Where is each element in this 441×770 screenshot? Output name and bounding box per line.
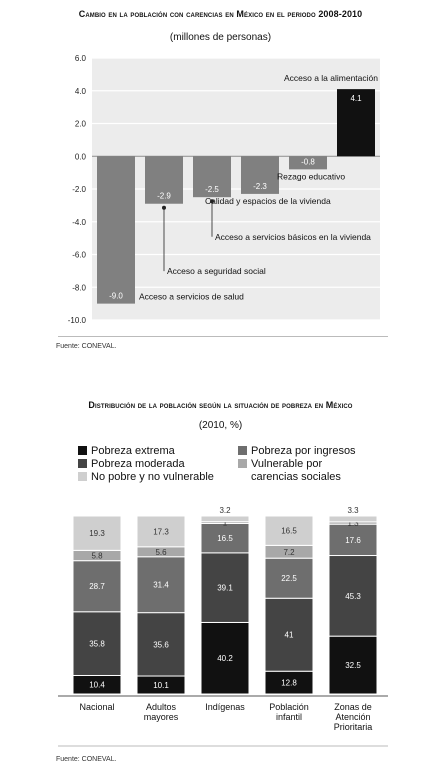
- category-label-3-1: infantil: [276, 712, 302, 722]
- bar-0: [97, 156, 135, 304]
- category-label-0-0: Nacional: [79, 702, 114, 712]
- segment-label-1-3: 5.6: [155, 548, 167, 557]
- bar-5: [337, 89, 375, 157]
- category-label-3: Calidad y espacios de la vivienda: [205, 196, 331, 206]
- segment-label-1-4: 17.3: [153, 527, 169, 536]
- segment-label-3-1: 41: [285, 631, 294, 640]
- y-tick-label-5: -4.0: [72, 218, 86, 227]
- segment-4-0: [328, 635, 378, 695]
- category-label-5: Acceso a la alimentación: [284, 73, 378, 83]
- category-label-0: Acceso a servicios de salud: [139, 292, 244, 302]
- chart2-subtitle: (2010, %): [198, 420, 243, 431]
- category-label-3-0: Población: [269, 702, 309, 712]
- legend-swatch-1: [238, 446, 247, 455]
- legend-label-0-0: Pobreza extrema: [91, 445, 176, 457]
- segment-label-2-3: 1: [223, 519, 228, 528]
- segment-2-4: [200, 515, 250, 523]
- y-tick-label-4: -2.0: [72, 185, 86, 194]
- segment-label-4-3: 1.3: [347, 519, 359, 528]
- segment-label-0-2: 28.7: [89, 582, 105, 591]
- legend-label-3-1: carencias sociales: [251, 471, 341, 483]
- y-tick-label-7: -8.0: [72, 283, 86, 292]
- y-tick-label-6: -6.0: [72, 251, 86, 260]
- segment-1-2: [136, 556, 186, 614]
- legend-label-2-0: Pobreza moderada: [91, 458, 185, 470]
- category-label-4-0: Zonas de: [334, 702, 372, 712]
- category-label-4-1: Atención: [335, 712, 370, 722]
- value-label-1: -2.9: [157, 192, 171, 201]
- segment-label-2-1: 39.1: [217, 584, 233, 593]
- value-label-5: 4.1: [350, 94, 362, 103]
- segment-4-4: [328, 515, 378, 523]
- bar-4: [289, 156, 327, 170]
- value-label-4: -0.8: [301, 157, 315, 166]
- legend-label-1-0: Pobreza por ingresos: [251, 445, 356, 457]
- segment-label-3-0: 12.8: [281, 679, 297, 688]
- segment-3-4: [264, 515, 314, 546]
- legend-swatch-2: [78, 459, 87, 468]
- category-label-1: Acceso a seguridad social: [167, 266, 266, 276]
- y-tick-label-2: 2.0: [75, 120, 87, 129]
- y-tick-label-3: 0.0: [75, 152, 87, 161]
- legend-swatch-0: [78, 446, 87, 455]
- legend-swatch-4: [78, 472, 87, 481]
- segment-label-2-4: 3.2: [219, 506, 231, 515]
- chart1-title: Cambio en la población con carencias en …: [78, 9, 363, 19]
- segment-label-0-1: 35.8: [89, 640, 105, 649]
- legend-swatch-3: [238, 459, 247, 468]
- y-tick-label-0: 6.0: [75, 54, 87, 63]
- chart1-bottom-rule: [58, 336, 388, 337]
- segment-1-1: [136, 612, 186, 677]
- segment-4-2: [328, 523, 378, 557]
- category-label-1-1: mayores: [144, 712, 179, 722]
- change-bar-chart: 6.0 4.0 2.0 0.0 -2.0 -4.0 -6.0 -8.0 -10.0 -9.0 -2.…: [68, 54, 380, 325]
- segment-label-2-0: 40.2: [217, 654, 233, 663]
- segment-label-2-2: 16.5: [217, 534, 233, 543]
- value-label-0: -9.0: [109, 292, 123, 301]
- segment-2-1: [200, 552, 250, 623]
- segment-0-4: [72, 515, 122, 551]
- segment-label-4-1: 45.3: [345, 592, 361, 601]
- segment-3-1: [264, 597, 314, 672]
- chart1-source: Fuente: CONEVAL.: [56, 343, 117, 350]
- segment-label-4-0: 32.5: [345, 661, 361, 670]
- segment-label-1-0: 10.1: [153, 681, 169, 690]
- segment-label-1-2: 31.4: [153, 581, 169, 590]
- segment-0-2: [72, 560, 122, 613]
- segment-label-3-3: 7.2: [283, 548, 295, 557]
- segment-label-4-2: 17.6: [345, 536, 361, 545]
- y-tick-label-1: 4.0: [75, 87, 87, 96]
- segment-label-3-2: 22.5: [281, 574, 297, 583]
- category-label-4-2: Prioritaria: [334, 722, 373, 732]
- value-label-3: -2.3: [253, 182, 267, 191]
- poverty-stacked-chart: Pobreza extrema Pobreza por ingresos Pobre…: [58, 445, 388, 747]
- legend-label-3-0: Vulnerable por: [251, 458, 322, 470]
- segment-label-0-3: 5.8: [91, 552, 103, 561]
- chart2-source: Fuente: CONEVAL.: [56, 756, 117, 763]
- segment-label-1-1: 35.6: [153, 640, 169, 649]
- bar-3: [241, 156, 279, 194]
- legend-label-4-0: No pobre y no vulnerable: [91, 471, 214, 483]
- category-label-1-0: Adultos: [146, 702, 177, 712]
- value-label-2: -2.5: [205, 185, 219, 194]
- category-label-2: Acceso a servicios básicos en la viviend…: [215, 232, 371, 242]
- category-label-2-0: Indígenas: [205, 702, 245, 712]
- segment-label-4-4: 3.3: [347, 506, 359, 515]
- segment-1-4: [136, 515, 186, 548]
- chart2-title: Distribución de la población según la si…: [88, 400, 353, 410]
- segment-2-2: [200, 522, 250, 554]
- segment-label-3-4: 16.5: [281, 527, 297, 536]
- chart1-subtitle: (millones de personas): [169, 32, 272, 43]
- bar-2: [193, 156, 231, 198]
- y-tick-label-8: -10.0: [68, 316, 87, 325]
- segment-label-0-4: 19.3: [89, 529, 105, 538]
- segment-label-0-0: 10.4: [89, 681, 105, 690]
- bar-1: [145, 156, 183, 204]
- category-label-4: Rezago educativo: [277, 171, 345, 181]
